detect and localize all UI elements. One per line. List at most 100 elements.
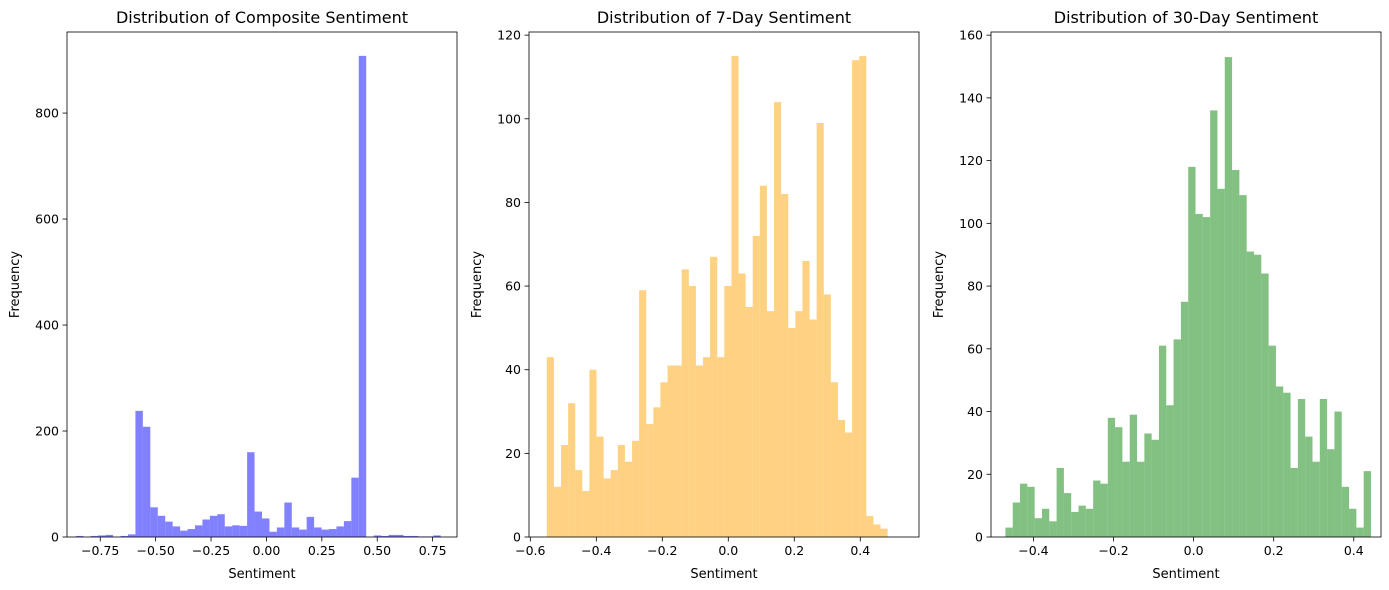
histogram-bar bbox=[1202, 217, 1211, 537]
histogram-bar bbox=[1363, 471, 1371, 537]
x-tick-label: 0.0 bbox=[718, 543, 738, 558]
histogram-bar bbox=[617, 444, 625, 537]
histogram-bar bbox=[873, 524, 881, 537]
y-tick-label: 0 bbox=[51, 530, 59, 545]
x-axis-label: Sentiment bbox=[228, 567, 295, 582]
histogram-bar bbox=[388, 534, 397, 537]
histogram-bar bbox=[653, 407, 661, 537]
histogram-bar bbox=[247, 452, 255, 537]
x-tick-label: 0.2 bbox=[784, 543, 804, 558]
histogram-bar bbox=[135, 410, 143, 537]
histogram-bar bbox=[1210, 110, 1218, 538]
histogram-bar bbox=[75, 535, 84, 537]
histogram-bar bbox=[632, 440, 640, 537]
y-axis-label: Frequency bbox=[470, 251, 485, 318]
histogram-bar bbox=[667, 365, 675, 537]
histogram-bar bbox=[1290, 467, 1298, 537]
histogram-bar bbox=[157, 515, 166, 537]
x-tick-label: −0.2 bbox=[1098, 543, 1128, 558]
histogram-bar bbox=[343, 521, 352, 537]
chart-title: Distribution of 30-Day Sentiment bbox=[1054, 8, 1318, 27]
histogram-bar bbox=[1144, 433, 1152, 537]
histogram-bar bbox=[1254, 254, 1262, 538]
histogram-bar bbox=[639, 290, 647, 537]
histogram-bar bbox=[1122, 461, 1130, 537]
histogram-bar bbox=[1261, 273, 1269, 537]
histogram-bar bbox=[738, 273, 746, 537]
x-tick-label: −0.50 bbox=[136, 543, 174, 558]
histogram-bar bbox=[681, 269, 689, 537]
histogram-bar bbox=[232, 525, 240, 537]
histogram-bar bbox=[1056, 467, 1064, 537]
histogram-bar bbox=[194, 525, 203, 537]
histogram-bar bbox=[1071, 511, 1079, 537]
histogram-bar bbox=[403, 535, 411, 537]
histogram-bar bbox=[809, 319, 817, 537]
y-tick-label: 200 bbox=[35, 424, 59, 439]
histogram-bar bbox=[603, 478, 611, 537]
y-tick-label: 120 bbox=[497, 28, 521, 43]
histogram-bar bbox=[1063, 493, 1072, 537]
y-tick-label: 40 bbox=[505, 362, 521, 377]
histogram-bar bbox=[1049, 521, 1057, 537]
histogram-bar bbox=[90, 535, 99, 537]
y-tick-label: 20 bbox=[505, 446, 521, 461]
y-tick-label: 60 bbox=[967, 341, 983, 356]
histogram-bar bbox=[546, 357, 554, 537]
histogram-bar bbox=[1137, 461, 1145, 537]
x-tick-label: −0.6 bbox=[515, 543, 545, 558]
histogram-bar bbox=[202, 519, 210, 537]
histogram-bar bbox=[262, 518, 270, 537]
axes-frame bbox=[528, 31, 920, 538]
x-axis-label: Sentiment bbox=[1152, 567, 1219, 582]
histogram-bar bbox=[866, 516, 874, 537]
histogram-bar bbox=[568, 403, 576, 537]
histogram-bar bbox=[329, 529, 337, 537]
y-tick-label: 40 bbox=[967, 404, 983, 419]
histogram-bar bbox=[276, 527, 285, 537]
axes-frame bbox=[66, 31, 458, 538]
histogram-bar bbox=[610, 470, 618, 537]
histogram-bar bbox=[646, 424, 654, 537]
x-tick-label: −0.4 bbox=[581, 543, 611, 558]
histogram-bar bbox=[299, 529, 307, 537]
y-tick-label: 400 bbox=[35, 318, 59, 333]
histogram-bar bbox=[717, 357, 725, 537]
histogram-bar bbox=[1151, 439, 1159, 537]
histogram-bar bbox=[1341, 486, 1350, 537]
histogram-bar bbox=[837, 419, 846, 537]
y-tick-label: 60 bbox=[505, 279, 521, 294]
histogram-bar bbox=[358, 55, 367, 537]
histogram-bar bbox=[209, 515, 218, 537]
histogram-bar bbox=[731, 56, 739, 538]
histogram-bar bbox=[710, 256, 718, 537]
histogram-bar bbox=[859, 56, 867, 538]
histogram-bar bbox=[553, 486, 562, 537]
y-tick-label: 80 bbox=[967, 279, 983, 294]
histogram-bar bbox=[1195, 213, 1203, 537]
chart-3: −0.4 −0.2 0.0 0.2 0.4 0 20 40 60 80 100 120 140 160 Di… bbox=[932, 8, 1382, 582]
x-tick-label: −0.2 bbox=[647, 543, 677, 558]
histogram-bar bbox=[1217, 188, 1225, 538]
y-tick-label: 120 bbox=[959, 153, 983, 168]
histogram-bar bbox=[127, 534, 136, 537]
histogram-bar bbox=[674, 365, 682, 537]
chart-1: −0.75 −0.50 −0.25 0.00 0.25 0.50 0.75 0 200 400 60… bbox=[8, 8, 458, 582]
histogram-bar bbox=[1005, 527, 1013, 537]
histogram-bar bbox=[105, 534, 114, 537]
histogram-bar bbox=[703, 357, 711, 537]
x-tick-label: 0.50 bbox=[363, 543, 391, 558]
histogram-bar bbox=[724, 286, 732, 537]
histogram-bar bbox=[1027, 486, 1035, 537]
histogram-bar bbox=[845, 432, 853, 537]
histogram-bar bbox=[172, 526, 181, 537]
histogram-bar bbox=[795, 311, 803, 537]
histogram-bar bbox=[187, 529, 195, 537]
histogram-bar bbox=[575, 470, 583, 537]
histogram-bar bbox=[830, 382, 838, 537]
y-tick-label: 0 bbox=[513, 530, 521, 545]
x-tick-label: 0.4 bbox=[1344, 543, 1364, 558]
histogram-bar bbox=[1173, 339, 1181, 537]
histogram-bar bbox=[1224, 57, 1233, 537]
y-tick-label: 0 bbox=[975, 530, 983, 545]
